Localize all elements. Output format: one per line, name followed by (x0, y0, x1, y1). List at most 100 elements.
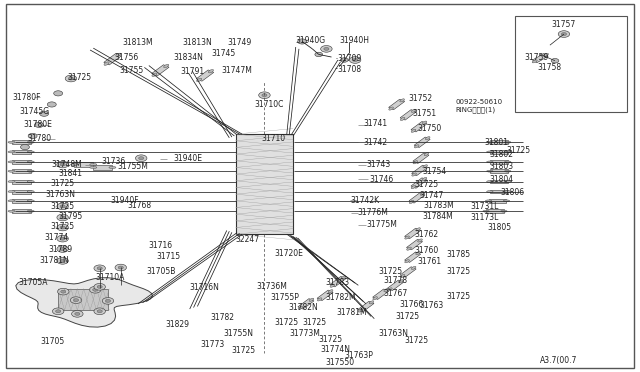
Polygon shape (12, 169, 31, 173)
Polygon shape (12, 180, 31, 184)
Text: 31725: 31725 (302, 318, 326, 327)
Text: 31736: 31736 (102, 157, 126, 166)
Polygon shape (486, 209, 504, 213)
Text: 31774N: 31774N (320, 344, 350, 353)
Bar (515, 16, 627, 112)
Ellipse shape (90, 166, 97, 169)
Ellipse shape (384, 289, 388, 292)
Polygon shape (12, 150, 31, 154)
Text: 31747M: 31747M (221, 66, 252, 75)
Ellipse shape (309, 298, 314, 301)
Text: 31736M: 31736M (256, 282, 287, 291)
Text: 31780F: 31780F (12, 93, 41, 102)
Polygon shape (12, 189, 31, 193)
Ellipse shape (486, 141, 493, 143)
Text: 31780: 31780 (28, 134, 52, 143)
Circle shape (35, 122, 44, 128)
Ellipse shape (209, 70, 214, 73)
Text: 31784M: 31784M (422, 212, 453, 221)
Ellipse shape (8, 180, 15, 183)
Circle shape (315, 52, 323, 57)
Ellipse shape (328, 290, 333, 293)
Text: 31778: 31778 (384, 276, 408, 285)
Text: 31725: 31725 (379, 267, 403, 276)
Text: 31725: 31725 (51, 202, 75, 211)
Ellipse shape (486, 181, 493, 183)
Ellipse shape (504, 181, 511, 183)
Polygon shape (196, 70, 214, 81)
Ellipse shape (70, 163, 77, 166)
Ellipse shape (424, 153, 429, 156)
Text: 31773M: 31773M (289, 329, 320, 338)
Ellipse shape (8, 161, 15, 163)
Text: 32247: 32247 (236, 235, 260, 244)
Polygon shape (412, 165, 428, 176)
Text: 31759: 31759 (524, 52, 548, 61)
Circle shape (259, 92, 270, 99)
Polygon shape (488, 199, 506, 203)
Text: 31940G: 31940G (296, 36, 326, 45)
Ellipse shape (8, 190, 15, 193)
Circle shape (102, 298, 114, 304)
Text: 31940H: 31940H (339, 36, 369, 45)
Ellipse shape (27, 180, 34, 183)
Ellipse shape (413, 161, 418, 164)
Ellipse shape (416, 228, 420, 231)
Text: 31725: 31725 (51, 179, 75, 187)
Text: 31710A: 31710A (95, 273, 125, 282)
Ellipse shape (8, 141, 15, 143)
Polygon shape (400, 267, 416, 277)
Circle shape (551, 58, 559, 63)
Text: 31725: 31725 (232, 346, 256, 355)
Circle shape (558, 31, 570, 37)
Text: 31805: 31805 (487, 223, 511, 232)
Circle shape (97, 310, 102, 313)
Polygon shape (532, 54, 548, 63)
Text: 31755P: 31755P (270, 293, 299, 302)
Ellipse shape (330, 284, 335, 287)
Ellipse shape (412, 109, 416, 112)
Text: 31806: 31806 (500, 188, 524, 197)
Circle shape (72, 311, 83, 317)
Ellipse shape (116, 53, 121, 57)
Ellipse shape (406, 247, 412, 250)
Text: 31813N: 31813N (182, 38, 212, 47)
Text: 31725: 31725 (274, 318, 298, 327)
Ellipse shape (152, 73, 157, 77)
Circle shape (54, 91, 63, 96)
Ellipse shape (27, 151, 34, 153)
Ellipse shape (412, 173, 417, 176)
Text: 31940E: 31940E (173, 154, 202, 163)
Circle shape (57, 203, 68, 210)
Text: 31708: 31708 (338, 65, 362, 74)
Circle shape (340, 58, 348, 62)
Ellipse shape (358, 309, 363, 312)
Text: 31731L: 31731L (470, 202, 499, 211)
Ellipse shape (412, 266, 416, 269)
Polygon shape (404, 228, 420, 239)
Ellipse shape (164, 64, 169, 68)
Ellipse shape (104, 62, 109, 65)
Text: 31173L: 31173L (470, 213, 499, 222)
Polygon shape (404, 252, 420, 262)
Ellipse shape (400, 275, 405, 278)
Ellipse shape (27, 210, 34, 212)
Polygon shape (152, 65, 169, 76)
Ellipse shape (298, 307, 303, 310)
Polygon shape (490, 190, 508, 193)
Text: 31763P: 31763P (344, 351, 373, 360)
Polygon shape (490, 140, 508, 144)
Circle shape (57, 235, 68, 242)
Polygon shape (490, 169, 508, 173)
Circle shape (561, 33, 566, 36)
Text: 31725: 31725 (404, 336, 428, 346)
Text: 31774: 31774 (44, 233, 68, 243)
Circle shape (97, 285, 102, 288)
Text: 31710: 31710 (261, 134, 285, 143)
Circle shape (136, 155, 147, 161)
Text: 31751: 31751 (413, 109, 436, 118)
Circle shape (68, 77, 74, 80)
Text: 31795: 31795 (58, 212, 83, 221)
Polygon shape (12, 160, 31, 164)
Ellipse shape (8, 210, 15, 212)
